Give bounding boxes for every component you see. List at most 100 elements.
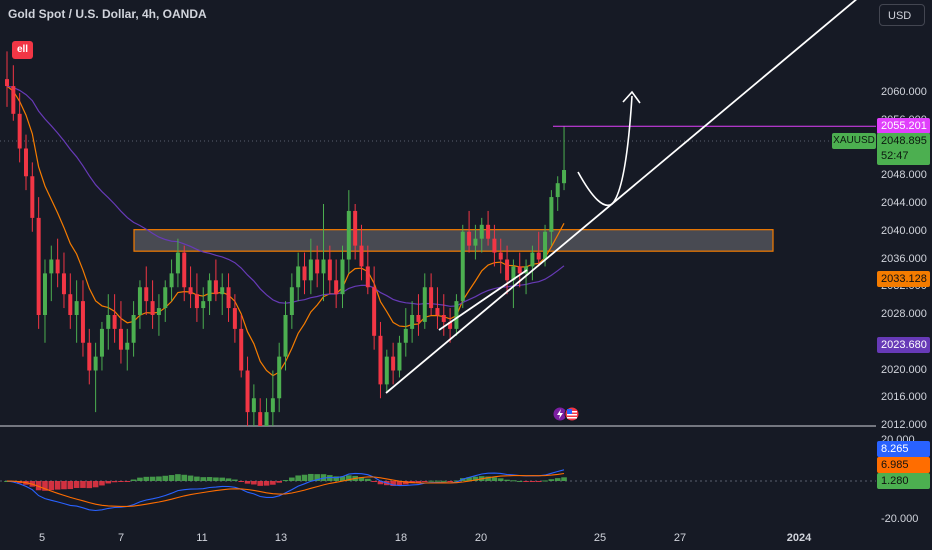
candle [68,294,73,315]
price-axis-tick: 2048.000 [881,169,927,182]
macd-histogram-bar [371,481,377,482]
macd-histogram-bar [561,477,567,481]
candle [492,238,497,253]
candle [188,287,193,295]
bar-countdown: 52:47 [881,150,909,162]
candle [530,252,535,267]
candle [296,266,301,288]
candle [220,287,225,295]
currency-button[interactable]: USD [879,4,925,26]
macd-histogram-bar [289,477,295,481]
macd-histogram-bar [206,477,213,481]
macd-line-tag: 8.265 [877,441,930,457]
time-label-year: 2024 [786,532,812,544]
macd-histogram-bar [390,481,396,486]
candle [213,280,218,295]
macd-histogram-bar [421,481,428,482]
price-axis-tick: 2060.000 [881,86,927,98]
macd-histogram-bar [276,481,282,483]
macd-histogram-bar [270,481,276,485]
price-axis-tick: 2016.000 [881,391,927,404]
candle [498,252,503,260]
macd-histogram-bar [466,477,472,481]
macd-histogram-bar [327,475,333,481]
candle [543,231,548,260]
macd-histogram-bar [187,475,194,481]
candle [17,113,22,149]
economic-events-icon[interactable] [552,406,582,422]
candle [36,217,41,315]
macd-histogram-bar [542,480,548,482]
time-label: 27 [673,532,687,544]
candle [511,266,516,281]
candle [277,356,282,399]
macd-signal-tag: 6.985 [877,457,930,473]
time-label: 20 [474,532,488,544]
projection-arrow [577,95,633,207]
macd-histogram-bar [554,478,561,481]
candle [403,328,408,343]
symbol-tag: XAUUSD [832,133,876,149]
ma-fast-price-tag: 2033.128 [877,271,930,288]
macd-histogram-bar [156,476,162,481]
candle [391,356,396,371]
candle [74,301,79,315]
candle [549,197,554,232]
candle [562,170,567,184]
macd-histogram-bar [548,479,555,481]
macd-histogram-bar [48,481,55,491]
macd-histogram-bar [194,476,200,481]
macd-histogram-bar [535,481,542,482]
time-label: 7 [117,532,125,544]
macd-histogram-bar [80,481,86,488]
resistance-zone [133,229,774,252]
macd-histogram-bar [61,481,67,490]
candle [207,280,212,302]
macd-histogram-bar [111,481,118,483]
macd-histogram-bar [504,479,510,481]
macd-histogram-bar [402,481,409,485]
macd-axis-tick-bottom: -20.000 [881,513,919,525]
macd-signal-line [6,472,565,507]
candle [517,266,522,274]
time-label: 11 [196,532,208,544]
macd-histogram-bar [377,481,384,485]
candle [486,224,491,239]
macd-histogram-bar [497,478,504,481]
candle [49,259,54,274]
candle [226,287,231,309]
macd-histogram-bar [105,481,112,484]
candle [55,259,60,274]
candle [131,315,136,343]
macd-histogram-bar [181,474,188,481]
macd-histogram-bar [54,481,61,490]
macd-histogram-bar [162,475,169,481]
macd-histogram-bar [529,481,536,482]
candle [346,210,351,260]
macd-histogram-bar [301,474,308,481]
candle [321,259,326,274]
candle [150,301,155,315]
candle [194,294,199,309]
current-price-value: 2048.895 [881,135,927,147]
macd-histogram-bar [314,474,320,481]
candle [302,266,307,281]
candle [372,287,377,336]
macd-histogram-bar [295,475,301,481]
candle [163,287,168,309]
macd-histogram-group [4,473,567,491]
macd-histogram-bar [453,480,460,482]
candle [80,301,85,343]
macd-histogram-bar [491,477,498,481]
candle [441,315,446,322]
macd-histogram-bar [130,479,137,481]
sell-button[interactable]: ell [12,41,33,59]
macd-histogram-bar [251,481,257,485]
macd-histogram-bar [175,474,181,481]
price-axis-tick: 2036.000 [881,252,927,265]
macd-histogram-bar [365,478,371,481]
candle [283,315,288,357]
macd-histogram-bar [200,477,207,481]
